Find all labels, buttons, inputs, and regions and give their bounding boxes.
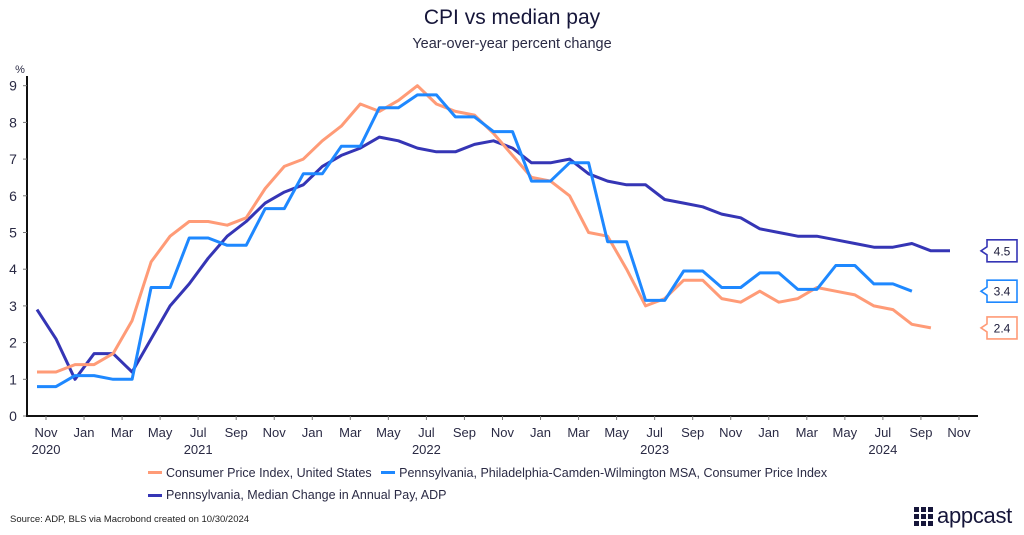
x-tick-label: Sep — [909, 425, 932, 440]
x-tick-label: Sep — [225, 425, 248, 440]
end-label-box — [979, 316, 1018, 340]
x-tick-label: May — [376, 425, 401, 440]
x-tick-label: Jan — [530, 425, 551, 440]
series-line-2 — [35, 135, 950, 381]
x-tick-label: Mar — [339, 425, 362, 440]
series-lines — [35, 84, 951, 389]
end-label-2: 4.5 — [979, 239, 1018, 263]
end-label-value: 3.4 — [994, 285, 1011, 299]
y-axis-unit-label: % — [15, 64, 25, 76]
x-year-label: 2024 — [868, 442, 897, 457]
legend-label-us-cpi: Consumer Price Index, United States — [166, 465, 372, 480]
legend-item-us-cpi: Consumer Price Index, United States — [148, 463, 372, 483]
y-tick-label: 0 — [9, 408, 17, 424]
y-tick-label: 8 — [9, 114, 17, 130]
y-tick-label: 3 — [9, 298, 17, 314]
x-tick-label: Jul — [418, 425, 435, 440]
x-tick-label: Nov — [719, 425, 743, 440]
y-tick-label: 5 — [9, 225, 17, 241]
y-tick-label: 4 — [9, 261, 17, 277]
x-tick-label: Nov — [263, 425, 287, 440]
x-year-label: 2020 — [32, 442, 61, 457]
x-tick-label: Nov — [491, 425, 515, 440]
legend-item-philly-cpi: Pennsylvania, Philadelphia-Camden-Wilmin… — [381, 463, 827, 483]
series-line-0 — [37, 84, 932, 374]
x-tick-label: Jul — [875, 425, 892, 440]
end-labels: 2.4 3.4 4.5 — [979, 239, 1018, 340]
end-label-1: 3.4 — [979, 279, 1018, 304]
x-year-label: 2021 — [184, 442, 213, 457]
legend-swatch-adp-pay — [148, 493, 162, 497]
chart-title: CPI vs median pay — [423, 6, 601, 29]
y-tick-label: 6 — [9, 188, 17, 204]
end-label-box — [979, 279, 1018, 304]
appcast-logo: appcast — [914, 503, 1012, 529]
x-tick-label: Jul — [646, 425, 663, 440]
y-axis: % 0 1 2 3 4 5 6 7 8 9 — [9, 64, 28, 424]
appcast-logo-text: appcast — [937, 503, 1012, 528]
x-tick-label: May — [833, 425, 858, 440]
x-tick-label: May — [148, 425, 173, 440]
legend-label-philly-cpi: Pennsylvania, Philadelphia-Camden-Wilmin… — [399, 465, 828, 480]
legend-swatch-philly-cpi — [381, 471, 396, 474]
end-label-value: 2.4 — [994, 321, 1011, 335]
y-tick-label: 1 — [9, 371, 17, 387]
x-tick-label: Nov — [34, 425, 58, 440]
x-axis: Nov 2020 Jan Mar May Jul 2021 Sep Nov Jan Mar May Ju… — [26, 415, 978, 457]
x-tick-label: Sep — [453, 425, 476, 440]
x-tick-label: Sep — [681, 425, 704, 440]
source-note: Source: ADP, BLS via Macrobond created o… — [10, 514, 250, 525]
end-label-box — [979, 239, 1018, 263]
x-tick-label: Jan — [74, 425, 95, 440]
y-tick-label: 2 — [9, 335, 17, 351]
x-tick-label: Mar — [796, 425, 819, 440]
x-tick-label: Jul — [190, 425, 207, 440]
appcast-logo-mark-icon — [914, 506, 934, 526]
legend-label-adp-pay: Pennsylvania, Median Change in Annual Pa… — [166, 488, 447, 502]
y-tick-label: 7 — [9, 151, 17, 167]
end-label-0: 2.4 — [979, 316, 1018, 340]
x-year-label: 2023 — [640, 442, 669, 457]
legend: Consumer Price Index, United States Penn… — [148, 460, 968, 505]
x-tick-label: Nov — [947, 425, 971, 440]
x-year-label: 2022 — [412, 442, 441, 457]
x-tick-label: Mar — [567, 425, 590, 440]
legend-item-adp-pay: Pennsylvania, Median Change in Annual Pa… — [148, 485, 447, 505]
x-tick-label: Mar — [111, 425, 134, 440]
legend-swatch-us-cpi — [148, 471, 162, 474]
end-label-value: 4.5 — [994, 244, 1011, 258]
x-tick-label: Jan — [758, 425, 779, 440]
chart-subtitle: Year-over-year percent change — [412, 36, 612, 52]
x-tick-label: May — [604, 425, 629, 440]
x-tick-label: Jan — [302, 425, 323, 440]
y-tick-label: 9 — [9, 78, 17, 94]
